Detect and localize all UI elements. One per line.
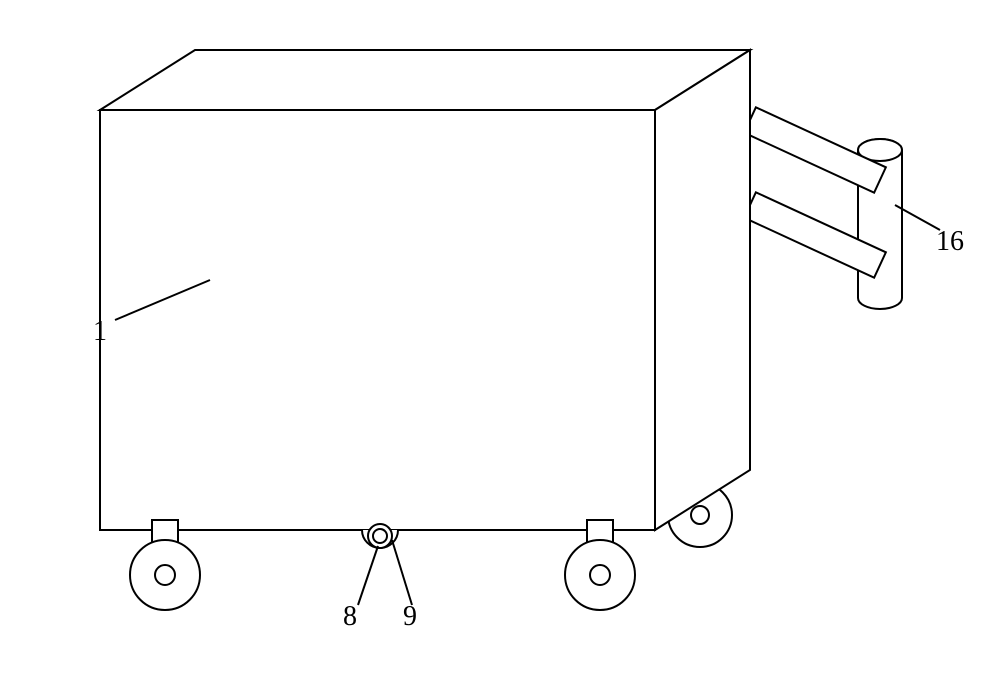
- box-right-face: [655, 50, 750, 530]
- label-16: 16: [936, 226, 964, 257]
- box-front-face: [100, 110, 655, 530]
- drain-plug: [373, 529, 387, 543]
- wheel-rear-hub: [691, 506, 709, 524]
- box-top-face: [100, 50, 750, 110]
- wheel-front_left-hub: [155, 565, 175, 585]
- label-9: 9: [403, 601, 417, 632]
- label-8: 8: [343, 601, 357, 632]
- leader-9: [392, 540, 412, 605]
- wheel-front_right-hub: [590, 565, 610, 585]
- label-1: 1: [93, 316, 107, 347]
- leader-8: [358, 546, 378, 605]
